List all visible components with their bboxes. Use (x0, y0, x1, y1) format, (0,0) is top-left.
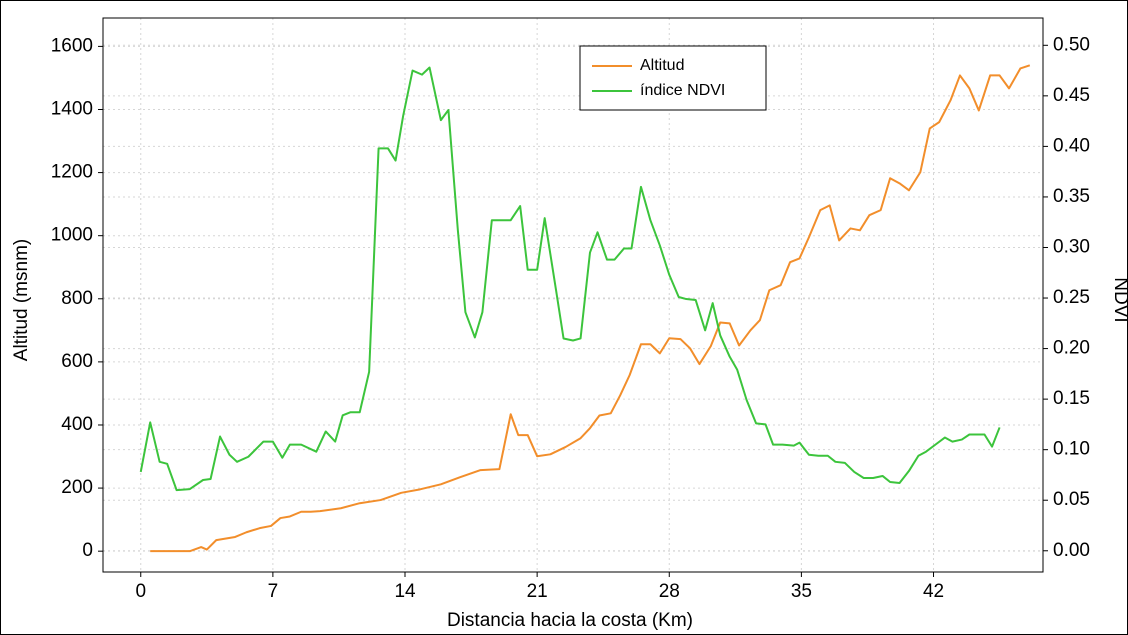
x-tick-label: 7 (268, 581, 279, 602)
y-tick-label: 1200 (51, 162, 93, 183)
y2-tick-label: 0.50 (1053, 34, 1090, 55)
legend: Altitud índice NDVI (579, 45, 767, 111)
y2-tick-label: 0.20 (1053, 338, 1090, 359)
x-tick-label: 21 (527, 581, 548, 602)
y2-axis-title: NDVI (1110, 277, 1128, 322)
x-tick-label: 14 (394, 581, 416, 602)
grid (103, 18, 1043, 572)
y2-tick-label: 0.00 (1053, 540, 1090, 561)
y2-tick-label: 0.05 (1053, 489, 1090, 510)
y-tick-label: 1000 (51, 225, 93, 246)
x-axis-title: Distancia hacia la costa (Km) (447, 610, 693, 631)
y2-tick-label: 0.15 (1053, 388, 1090, 409)
y2-tick-label: 0.35 (1053, 186, 1090, 207)
x-tick-label: 0 (135, 581, 146, 602)
y-tick-label: 800 (61, 288, 93, 309)
y-axis-title: Altitud (msnm) (11, 239, 32, 361)
y-tick-label: 400 (61, 414, 93, 435)
legend-label: índice NDVI (640, 82, 725, 99)
x-tick-label: 35 (791, 581, 812, 602)
y-tick-label: 600 (61, 351, 93, 372)
data-line (139, 66, 1001, 492)
lines (139, 64, 1031, 553)
y2-tick-label: 0.40 (1053, 135, 1090, 156)
x-tick-label: 28 (659, 581, 680, 602)
legend-label: Altitud (640, 57, 684, 74)
plot-frame (102, 17, 1044, 573)
y-tick-label: 1400 (51, 99, 93, 120)
y2-tick-label: 0.25 (1053, 287, 1090, 308)
data-line (150, 64, 1031, 553)
y-tick-label: 0 (82, 540, 93, 561)
legend-box (579, 45, 767, 111)
y2-tick-label: 0.30 (1053, 237, 1090, 258)
y2-tick-label: 0.10 (1053, 439, 1090, 460)
y-tick-label: 200 (61, 477, 93, 498)
x-tick-label: 42 (923, 581, 944, 602)
y-tick-label: 1600 (51, 35, 93, 56)
y2-tick-label: 0.45 (1053, 85, 1090, 106)
